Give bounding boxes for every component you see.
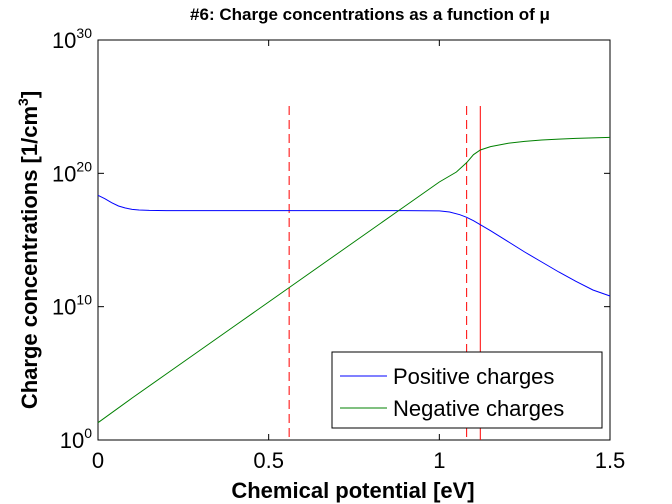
legend-box xyxy=(331,351,603,429)
y-axis-label-main: Charge concentrations [1/cm xyxy=(17,106,42,409)
x-axis-label: Chemical potential [eV] xyxy=(231,478,474,503)
series-line-positive xyxy=(97,194,611,297)
legend-label-positive: Positive charges xyxy=(393,364,554,389)
x-tick-label: 1 xyxy=(433,448,445,473)
y-tick-label: 100 xyxy=(60,425,92,453)
y-tick-label: 1020 xyxy=(52,158,92,186)
series-lines xyxy=(97,136,611,424)
x-tick-label: 0.5 xyxy=(253,448,284,473)
y-tick-label: 1010 xyxy=(52,292,92,320)
y-tick-label: 1030 xyxy=(52,25,92,53)
y-axis-label-sup: 3 xyxy=(15,98,31,106)
x-tick-label: 1.5 xyxy=(595,448,626,473)
plot-area xyxy=(97,39,611,441)
legend-label-negative: Negative charges xyxy=(393,396,564,421)
chart-title: #6: Charge concentrations as a function … xyxy=(190,5,550,24)
legend: Positive charges Negative charges xyxy=(331,351,603,429)
y-axis-label-end: ] xyxy=(17,91,42,98)
x-tick-label: 0 xyxy=(92,448,104,473)
y-axis-label: Charge concentrations [1/cm3] xyxy=(15,91,42,409)
axis-ticks: 0 0.5 1 1.5 100 1010 1020 1030 xyxy=(52,25,625,473)
series-line-negative xyxy=(97,136,611,424)
